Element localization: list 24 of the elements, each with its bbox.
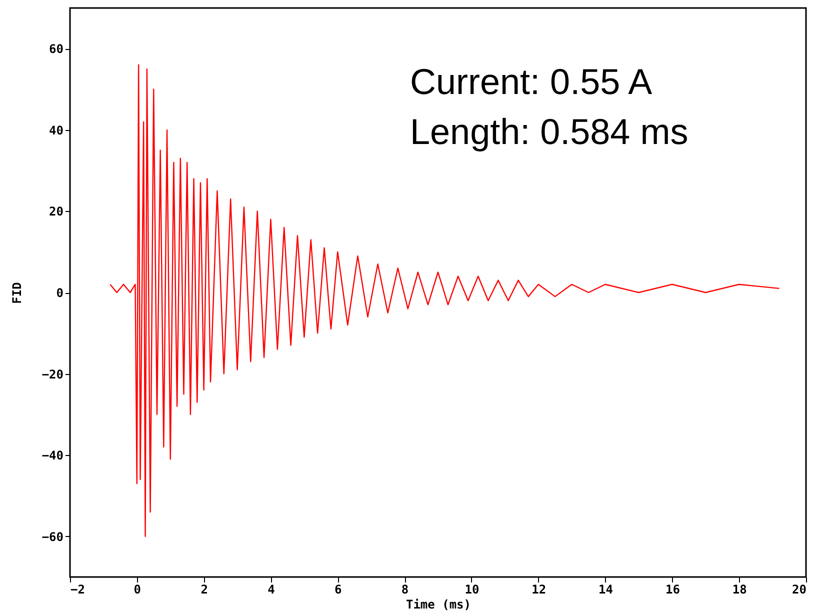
x-tick-label: 4 <box>268 582 275 596</box>
x-tick-label: 18 <box>732 582 747 596</box>
x-tick-label: 6 <box>334 582 342 596</box>
y-tick-label: −20 <box>42 367 64 382</box>
y-tick-label: 0 <box>56 286 64 300</box>
x-axis-title: Time (ms) <box>406 598 472 612</box>
annotation: Current: 0.55 A <box>410 61 652 102</box>
annotation: Length: 0.584 ms <box>410 111 688 152</box>
line-series <box>110 64 780 537</box>
y-tick-label: 20 <box>49 204 64 219</box>
y-axis-title: FID <box>10 282 24 304</box>
x-tick-label: −2 <box>70 582 85 596</box>
x-tick-label: 10 <box>464 582 480 596</box>
y-tick-label: 40 <box>49 123 64 138</box>
x-tick-label: 14 <box>598 582 613 596</box>
y-tick-label: 60 <box>49 42 64 56</box>
x-tick-label: 0 <box>134 582 142 596</box>
x-tick-label: 8 <box>401 582 409 596</box>
x-tick-label: 2 <box>200 582 208 596</box>
x-tick-label: 12 <box>532 582 546 596</box>
x-tick-label: 20 <box>792 582 806 596</box>
y-tick-label: −40 <box>42 448 64 463</box>
x-tick-label: 16 <box>665 582 680 596</box>
y-tick-label: −60 <box>42 530 64 544</box>
